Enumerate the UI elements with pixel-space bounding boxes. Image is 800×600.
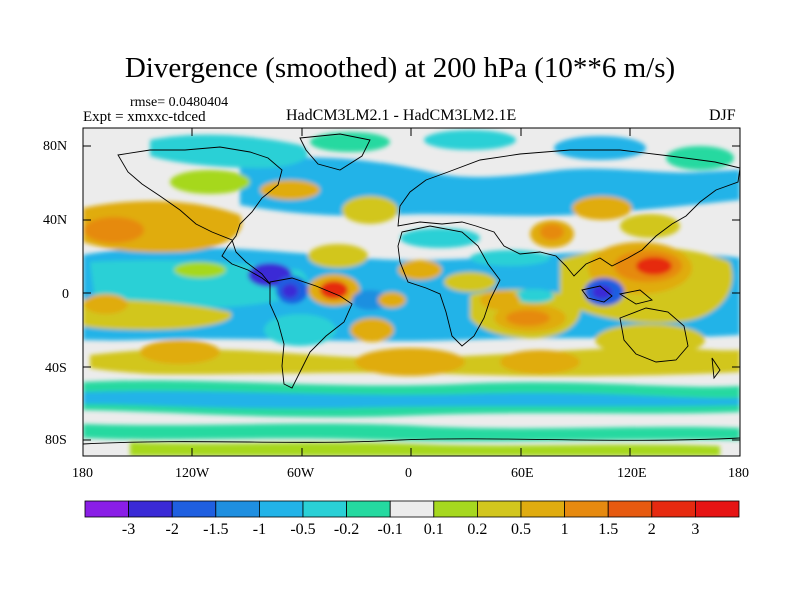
colorbar-label: -1.5 xyxy=(203,521,228,538)
field-blob xyxy=(320,281,348,299)
colorbar-label: 0.5 xyxy=(511,521,531,538)
axis-ticks xyxy=(83,128,740,456)
field-blob xyxy=(554,136,646,160)
field-blob xyxy=(592,285,612,299)
field-blob xyxy=(500,350,580,374)
divergence-field xyxy=(83,128,740,456)
colorbar-label: 1 xyxy=(561,521,569,538)
field-blob xyxy=(470,250,550,266)
lon-label-120w: 120W xyxy=(175,466,210,481)
lon-label-180w: 180 xyxy=(72,466,93,481)
lon-label-180e: 180 xyxy=(728,466,749,481)
field-blob xyxy=(264,314,336,346)
field-blob xyxy=(514,289,554,303)
colorbar-label: -0.5 xyxy=(290,521,315,538)
lat-label-80n: 80N xyxy=(43,139,68,154)
field-blob xyxy=(84,294,128,314)
field-blob xyxy=(342,196,398,224)
colorbar-swatch xyxy=(564,500,609,518)
lat-label-80s: 80S xyxy=(45,433,67,448)
field-blob xyxy=(170,170,250,194)
lat-label-0: 0 xyxy=(62,287,69,302)
colorbar-swatch xyxy=(476,500,522,518)
colorbar-swatch xyxy=(171,500,217,518)
page-title: Divergence (smoothed) at 200 hPa (10**6 … xyxy=(124,52,676,84)
colorbar-swatch xyxy=(695,500,740,518)
antarctica-coastline xyxy=(83,437,740,445)
colorbar-label: -0.1 xyxy=(378,521,403,538)
colorbar-label: 1.5 xyxy=(598,521,618,538)
lon-label-60e: 60E xyxy=(511,466,534,481)
field-blob xyxy=(282,284,298,298)
colorbar-swatch xyxy=(302,500,347,518)
lon-label-120e: 120E xyxy=(617,466,647,481)
field-blob xyxy=(352,290,388,310)
coastlines xyxy=(83,133,740,445)
colorbar-swatch xyxy=(84,500,129,518)
field-blob xyxy=(636,257,672,275)
colorbar-label: 2 xyxy=(648,521,656,538)
field-blob xyxy=(130,442,720,456)
field-blob xyxy=(355,348,465,376)
north-america-coastline xyxy=(117,146,283,285)
colorbar-swatch xyxy=(520,500,565,518)
field-blob xyxy=(84,217,144,243)
season-label: DJF xyxy=(709,107,736,124)
colorbar-swatch xyxy=(258,500,304,518)
lon-label-60w: 60W xyxy=(287,466,315,481)
field-blob xyxy=(174,262,226,278)
australia-coastline xyxy=(619,307,689,363)
lat-label-40s: 40S xyxy=(45,361,67,376)
maritime-islands xyxy=(581,285,721,380)
field-blob xyxy=(83,391,740,409)
lon-label-0: 0 xyxy=(405,466,412,481)
colorbar-swatch xyxy=(433,500,478,518)
model-comparison-label: HadCM3LM2.1 - HadCM3LM2.1E xyxy=(286,107,517,124)
colorbar-swatch xyxy=(651,500,696,518)
field-blob xyxy=(378,292,406,308)
field-blob xyxy=(572,196,632,220)
colorbar-label: -3 xyxy=(122,521,135,538)
field-blob xyxy=(424,130,516,150)
field-blob xyxy=(350,318,394,342)
field-blob xyxy=(140,340,220,364)
colorbar-swatch xyxy=(389,500,435,518)
africa-coastline xyxy=(397,225,501,347)
colorbar: -3 -2 -1.5 -1 -0.5 -0.2 -0.1 0.1 0.2 0.5 1 1.5 2 3 xyxy=(84,500,740,538)
colorbar-label: 0.1 xyxy=(424,521,444,538)
colorbar-label: -0.2 xyxy=(334,521,359,538)
field-blob xyxy=(83,423,740,442)
colorbar-swatch xyxy=(346,500,391,518)
field-blob xyxy=(480,290,520,310)
field-blob xyxy=(400,228,480,248)
greenland-coastline xyxy=(299,133,371,171)
colorbar-label: -1 xyxy=(253,521,266,538)
south-america-coastline xyxy=(269,277,353,389)
field-blob xyxy=(595,324,705,356)
colorbar-label: 3 xyxy=(691,521,699,538)
field-blob xyxy=(150,134,308,168)
rmse-label: rmse= 0.0480404 xyxy=(130,95,229,110)
experiment-label: Expt = xmxxc-tdced xyxy=(83,109,206,125)
lat-label-40n: 40N xyxy=(43,213,68,228)
eurasia-coastline xyxy=(397,149,740,277)
field-blob xyxy=(310,132,390,152)
field-blob xyxy=(666,146,734,170)
colorbar-label: -2 xyxy=(166,521,179,538)
field-blob xyxy=(620,214,680,238)
colorbar-swatch xyxy=(215,500,260,518)
colorbar-swatch xyxy=(128,500,173,518)
colorbar-label: 0.2 xyxy=(467,521,487,538)
field-blob xyxy=(506,310,550,326)
field-blob xyxy=(398,260,442,280)
field-blob xyxy=(308,244,368,268)
field-blob xyxy=(260,180,320,200)
field-blob xyxy=(444,272,496,292)
colorbar-swatch xyxy=(607,500,653,518)
field-blob xyxy=(540,224,564,240)
